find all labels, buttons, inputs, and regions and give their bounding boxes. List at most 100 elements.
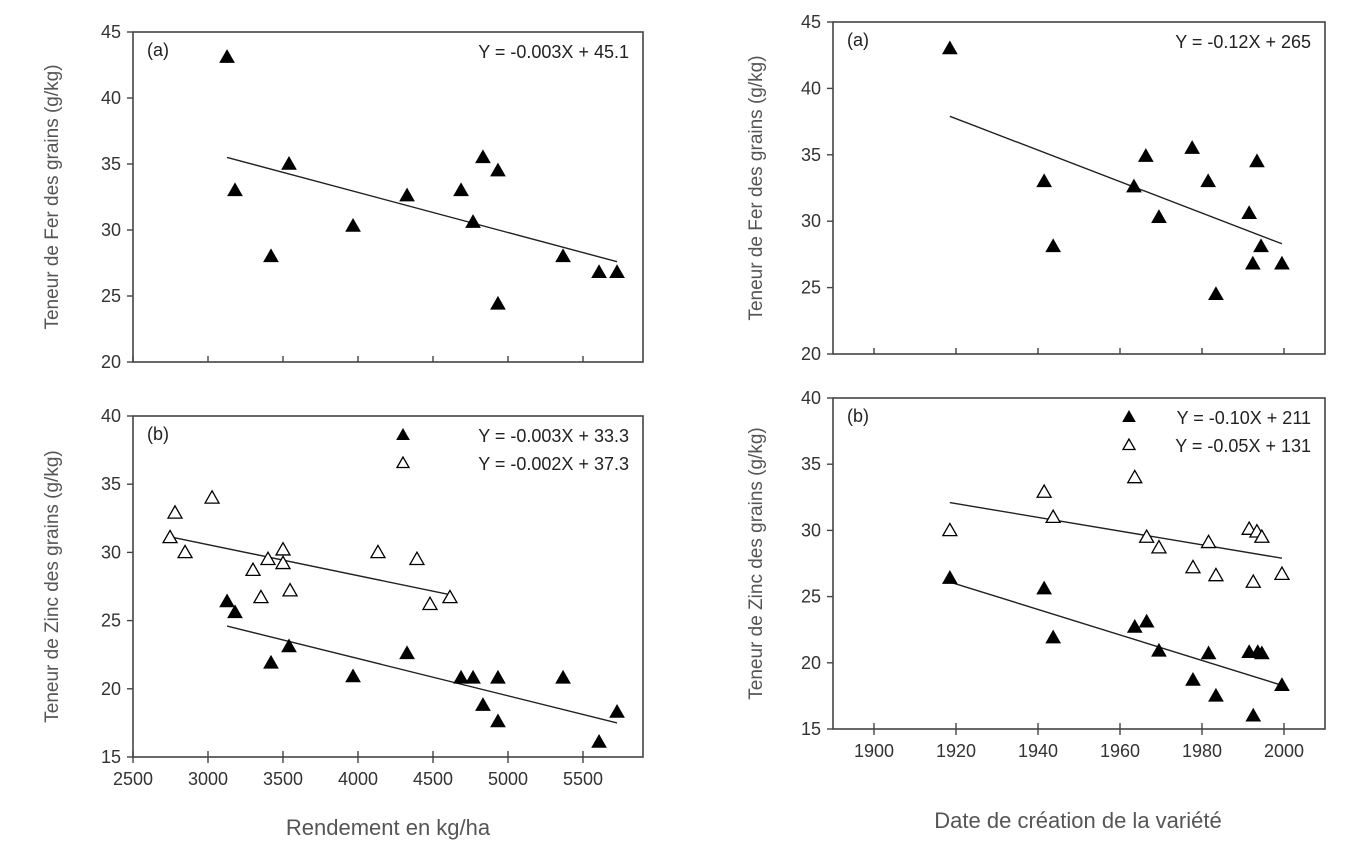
filled-triangle-marker xyxy=(555,669,571,684)
open-triangle-marker xyxy=(274,555,292,570)
open-triangle-marker xyxy=(259,550,277,566)
regression-line xyxy=(226,156,618,263)
legend-equation: Y = -0.05X + 131 xyxy=(1175,436,1311,456)
x-tick-label: 1940 xyxy=(1018,741,1058,761)
open-triangle-marker xyxy=(203,489,221,504)
y-tick-label: 20 xyxy=(101,352,121,372)
y-tick-label: 25 xyxy=(101,611,121,631)
filled-triangle-marker xyxy=(219,593,235,608)
open-triangle-marker xyxy=(1245,573,1262,588)
filled-triangle-marker xyxy=(453,669,469,684)
y-tick-label: 30 xyxy=(801,211,821,231)
y-tick-label: 20 xyxy=(801,653,821,673)
filled-triangle-marker xyxy=(1151,209,1167,223)
filled-triangle-marker xyxy=(609,703,625,718)
filled-triangle-marker xyxy=(453,182,469,197)
legend-equation: Y = -0.12X + 265 xyxy=(1175,32,1311,52)
filled-triangle-marker xyxy=(1184,140,1201,154)
open-triangle-marker xyxy=(1273,565,1291,580)
panel-label: (a) xyxy=(147,40,169,60)
filled-triangle-marker xyxy=(1208,286,1224,300)
open-triangle-marker xyxy=(1045,508,1062,524)
filled-triangle-marker xyxy=(490,295,506,310)
x-tick-label: 2500 xyxy=(113,769,153,789)
y-tick-label: 45 xyxy=(801,12,821,32)
open-triangle-marker xyxy=(1036,483,1053,498)
y-tick-label: 35 xyxy=(101,474,121,494)
open-triangle-marker xyxy=(1184,559,1202,574)
y-tick-label: 35 xyxy=(801,145,821,165)
filled-triangle-marker xyxy=(941,570,958,584)
filled-triangle-marker xyxy=(1036,173,1053,188)
open-triangle-marker xyxy=(369,544,387,559)
x-tick-label: 4000 xyxy=(338,769,378,789)
regression-line xyxy=(949,581,1283,686)
open-triangle-marker xyxy=(1126,469,1143,484)
filled-triangle-marker xyxy=(555,248,571,263)
open-triangle-marker xyxy=(281,582,299,597)
filled-triangle-marker xyxy=(1244,255,1261,270)
filled-triangle-marker xyxy=(1274,677,1290,692)
panel-label: (a) xyxy=(847,30,869,50)
y-tick-label: 20 xyxy=(101,679,121,699)
filled-triangle-marker xyxy=(1138,613,1155,628)
open-triangle-marker xyxy=(176,544,194,559)
y-axis-label: Teneur de Fer des grains (g/kg) xyxy=(42,64,63,329)
plot-frame xyxy=(832,21,1326,355)
filled-triangle-marker xyxy=(1241,205,1258,219)
filled-triangle-marker xyxy=(1200,645,1217,660)
y-tick-label: 15 xyxy=(101,747,121,767)
y-axis-label: Teneur de Fer des grains (g/kg) xyxy=(746,55,767,320)
filled-triangle-marker xyxy=(465,214,481,228)
filled-triangle-marker xyxy=(399,187,415,202)
filled-triangle-marker xyxy=(490,669,506,684)
filled-triangle-marker xyxy=(1151,642,1167,657)
open-triangle-marker xyxy=(1150,539,1168,554)
filled-triangle-marker xyxy=(475,697,491,711)
open-triangle-marker xyxy=(395,455,411,469)
legend-equation: Y = -0.10X + 211 xyxy=(1177,408,1311,428)
open-triangle-marker xyxy=(1121,437,1137,451)
open-triangle-marker xyxy=(1138,528,1155,543)
filled-triangle-marker xyxy=(399,645,415,660)
open-triangle-marker xyxy=(421,595,439,611)
x-tick-label: 4500 xyxy=(413,769,453,789)
y-tick-label: 25 xyxy=(801,278,821,298)
y-tick-label: 30 xyxy=(101,542,121,562)
filled-triangle-marker xyxy=(591,264,607,278)
regression-line xyxy=(226,625,618,724)
y-tick-label: 15 xyxy=(801,719,821,739)
plot-frame xyxy=(132,415,644,758)
x-tick-label: 1900 xyxy=(854,741,894,761)
filled-triangle-marker xyxy=(396,427,410,440)
open-triangle-marker xyxy=(1253,528,1270,543)
plot-frame xyxy=(832,397,1326,730)
filled-triangle-marker xyxy=(490,713,506,728)
y-tick-label: 40 xyxy=(801,388,821,408)
x-axis-label: Rendement en kg/ha xyxy=(286,815,491,840)
x-axis-label: Date de création de la variété xyxy=(934,808,1221,833)
panel-top-left: 20 25 30 35 40 45 Teneur de Fer des grains (g/… xyxy=(42,22,644,372)
x-tick-label: 2000 xyxy=(1264,741,1304,761)
x-tick-label: 3000 xyxy=(188,769,228,789)
plot-frame xyxy=(132,31,644,363)
filled-triangle-marker xyxy=(1249,153,1265,168)
panel-label: (b) xyxy=(847,406,869,426)
open-triangle-marker xyxy=(941,522,958,537)
regression-line xyxy=(949,501,1283,559)
filled-triangle-marker xyxy=(227,604,243,619)
filled-triangle-marker xyxy=(1185,672,1201,686)
x-tick-label: 3500 xyxy=(263,769,303,789)
filled-triangle-marker xyxy=(475,149,491,164)
filled-triangle-marker xyxy=(281,155,297,170)
regression-line xyxy=(172,536,451,596)
filled-triangle-marker xyxy=(1200,173,1217,188)
y-tick-label: 25 xyxy=(801,587,821,607)
x-tick-label: 5000 xyxy=(488,769,528,789)
x-tick-label: 1980 xyxy=(1182,741,1222,761)
y-tick-label: 35 xyxy=(101,154,121,174)
y-tick-label: 30 xyxy=(101,220,121,240)
panel-bottom-left: 15 20 25 30 35 40 2500 3000 3500 4000 4500 5000 5500… xyxy=(42,406,644,840)
open-triangle-marker xyxy=(408,550,426,566)
